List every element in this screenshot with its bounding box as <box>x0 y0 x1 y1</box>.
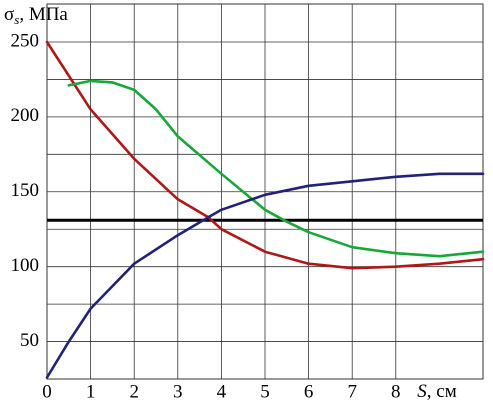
y-tick-label: 200 <box>11 105 40 126</box>
x-axis-symbol: S <box>417 381 427 402</box>
series-line <box>45 40 485 270</box>
x-axis-label: S, см <box>417 381 456 402</box>
series-line <box>67 79 485 258</box>
y-axis-label: σs, МПа <box>4 4 68 27</box>
x-tick-label: 2 <box>129 381 139 402</box>
x-tick-label: 6 <box>304 381 314 402</box>
y-tick-label: 50 <box>20 330 39 351</box>
x-tick-label: 0 <box>42 381 52 402</box>
x-tick-label: 8 <box>391 381 401 402</box>
y-tick-label: 100 <box>11 255 40 276</box>
x-tick-label: 3 <box>173 381 183 402</box>
plot-frame <box>46 3 484 380</box>
x-tick-label: 5 <box>260 381 270 402</box>
x-tick-label: 4 <box>217 381 227 402</box>
x-tick-label: 1 <box>86 381 96 402</box>
y-tick-label: 150 <box>11 180 40 201</box>
x-axis-unit: , см <box>427 381 457 402</box>
y-tick-label: 250 <box>11 30 40 51</box>
series-line <box>45 172 485 379</box>
x-tick-label: 7 <box>347 381 357 402</box>
